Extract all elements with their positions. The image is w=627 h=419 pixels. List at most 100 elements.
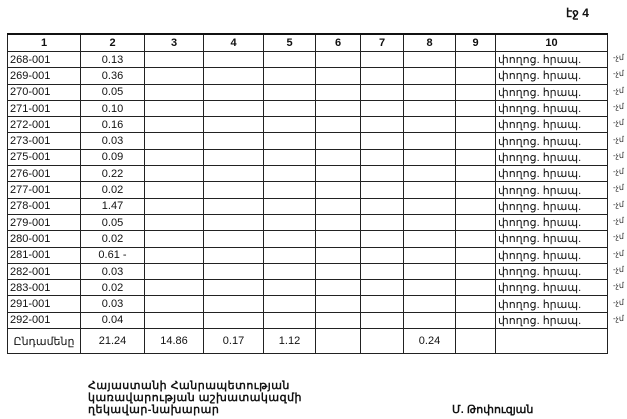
cell-col-7	[360, 99, 404, 118]
cell-col-3	[144, 246, 204, 264]
cell-col-7	[360, 295, 404, 313]
cell-col-6	[315, 279, 361, 297]
cell-col-5	[263, 279, 316, 297]
cell-col-2: 0.03	[80, 132, 145, 150]
cell-col-1: 271-001	[7, 99, 81, 118]
margin-note: -չմ	[613, 53, 624, 62]
cell-col-4	[203, 197, 264, 215]
cell-col-3	[144, 67, 204, 85]
cell-col-8	[403, 197, 456, 215]
cell-col-5	[263, 83, 316, 101]
total-col-6	[315, 328, 361, 355]
column-header: 6	[315, 33, 361, 52]
table-row: 269-001 0.36 փողոց. հրապ.	[7, 67, 608, 85]
margin-note: -չմ	[613, 248, 624, 258]
column-header: 4	[203, 33, 264, 52]
cell-col-7	[360, 311, 404, 330]
cell-col-1: 268-001	[7, 50, 81, 69]
column-header: 2	[80, 33, 145, 52]
table-row: 282-001 0.03 փողոց. հրապ.	[7, 262, 608, 281]
cell-col-10: փողոց. հրապ.	[495, 197, 608, 215]
cell-col-2: 0.04	[80, 311, 145, 330]
cell-col-10: փողոց. հրապ.	[495, 165, 608, 183]
table-row: 271-001 0.10 փողոց. հրապ.	[7, 99, 608, 118]
cell-col-5	[263, 132, 316, 150]
cell-col-6	[315, 67, 361, 85]
cell-col-9	[455, 181, 496, 199]
cell-col-1: 272-001	[7, 116, 81, 134]
table-row: 268-001 0.13 փողոց. հրապ.	[7, 50, 608, 69]
cell-col-10: փողոց. հրապ.	[495, 50, 608, 69]
cell-col-2: 0.02	[80, 230, 145, 248]
cell-col-4	[203, 67, 264, 85]
cell-col-9	[455, 99, 496, 118]
cell-col-5	[263, 230, 316, 248]
cell-col-6	[315, 165, 361, 183]
cell-col-2: 0.09	[80, 148, 145, 167]
cell-col-3	[144, 99, 204, 118]
cell-col-9	[455, 116, 496, 134]
cell-col-6	[315, 197, 361, 215]
cell-col-6	[315, 132, 361, 150]
cell-col-7	[360, 165, 404, 183]
cell-col-10: փողոց. հրապ.	[495, 148, 608, 167]
cell-col-8	[403, 230, 456, 248]
header-row: 1 2 3 4 5 6 7 8 9 10	[7, 33, 608, 52]
cell-col-1: 275-001	[7, 148, 81, 167]
cell-col-3	[144, 213, 204, 232]
cell-col-7	[360, 181, 404, 199]
cell-col-6	[315, 262, 361, 281]
cell-col-3	[144, 181, 204, 199]
table-row: 280-001 0.02 փողոց. հրապ.	[7, 230, 608, 248]
cell-col-10: փողոց. հրապ.	[495, 132, 608, 150]
cell-col-3	[144, 197, 204, 215]
cell-col-3	[144, 279, 204, 297]
table-row: 283-001 0.02 փողոց. հրապ.	[7, 279, 608, 297]
cell-col-8	[403, 99, 456, 118]
cell-col-4	[203, 230, 264, 248]
column-header: 1	[7, 33, 81, 52]
cell-col-4	[203, 181, 264, 199]
footer-line: կառավարության աշխատակազմի	[88, 392, 303, 404]
cell-col-10: փողոց. հրապ.	[495, 83, 608, 101]
cell-col-5	[263, 295, 316, 313]
cell-col-9	[455, 165, 496, 183]
column-header: 5	[263, 33, 316, 52]
table-row: 272-001 0.16 փողոց. հրապ.	[7, 116, 608, 134]
table-row: 276-001 0.22 փողոց. հրապ.	[7, 165, 608, 183]
cell-col-1: 278-001	[7, 197, 81, 215]
table-row: 279-001 0.05 փողոց. հրապ.	[7, 213, 608, 232]
margin-note: -չմ	[613, 264, 624, 274]
cell-col-9	[455, 213, 496, 232]
cell-col-6	[315, 213, 361, 232]
table-row: 275-001 0.09 փողոց. հրապ.	[7, 148, 608, 167]
cell-col-10: փողոց. հրապ.	[495, 230, 608, 248]
cell-col-6	[315, 230, 361, 248]
cell-col-6	[315, 83, 361, 101]
cell-col-2: 0.05	[80, 83, 145, 101]
cell-col-10: փողոց. հրապ.	[495, 67, 608, 85]
cell-col-8	[403, 116, 456, 134]
cell-col-3	[144, 132, 204, 150]
cell-col-2: 0.02	[80, 181, 145, 199]
cell-col-3	[144, 116, 204, 134]
cell-col-4	[203, 279, 264, 297]
margin-note: -չմ	[613, 313, 624, 323]
cell-col-7	[360, 262, 404, 281]
cell-col-8	[403, 83, 456, 101]
cell-col-3	[144, 50, 204, 69]
cell-col-9	[455, 230, 496, 248]
cell-col-4	[203, 262, 264, 281]
total-col-9	[455, 328, 496, 355]
cell-col-2: 1.47	[80, 197, 145, 215]
column-header: 8	[403, 33, 456, 52]
data-table: 1 2 3 4 5 6 7 8 9 10 268-001 0.13 փողոց. հրապ. 269-0…	[7, 33, 608, 355]
cell-col-4	[203, 116, 264, 134]
cell-col-2: 0.05	[80, 213, 145, 232]
margin-note: -չմ	[613, 281, 624, 291]
cell-col-10: փողոց. հրապ.	[495, 181, 608, 199]
total-col-2: 21.24	[80, 328, 145, 355]
margin-note: -չմ	[613, 69, 624, 79]
cell-col-8	[403, 246, 456, 264]
cell-col-4	[203, 148, 264, 167]
